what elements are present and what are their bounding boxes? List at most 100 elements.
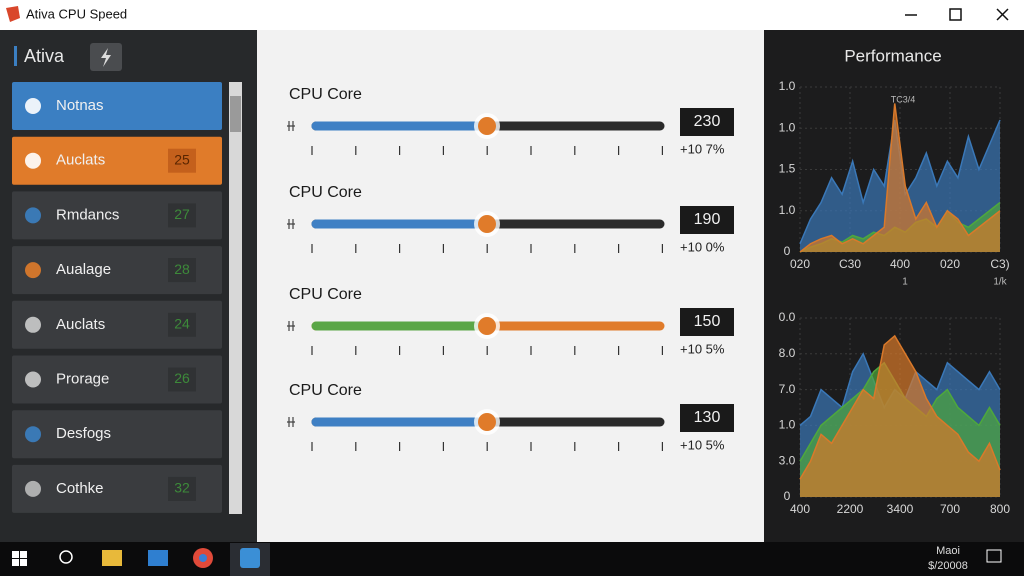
y-axis-label: 1.5 (779, 162, 796, 176)
menu-badge (168, 258, 196, 283)
menu-label: Rmdancs (56, 206, 119, 223)
area (800, 103, 1000, 252)
menu-item[interactable] (12, 82, 222, 130)
menu-badge (168, 148, 196, 173)
value-text: 130 (694, 409, 721, 426)
menu-label: Aualage (56, 261, 111, 278)
area-line (799, 334, 1001, 480)
chart-annotation: TC3/4 (891, 94, 916, 104)
delta-text: +10 7% (680, 141, 725, 156)
y-axis-label: 0 (784, 489, 791, 503)
x-axis-label: 2200 (837, 502, 864, 516)
x-axis-label: 020 (790, 257, 810, 271)
scrollbar[interactable] (229, 82, 242, 514)
control-label: CPU Core (289, 184, 362, 201)
title-bar (0, 0, 1024, 30)
control-icon (287, 321, 295, 331)
slider-thumb[interactable] (478, 215, 496, 233)
menu-badge (168, 367, 196, 392)
bolt-icon (101, 48, 111, 67)
delta-text: +10 5% (680, 341, 725, 356)
value-text: 190 (694, 211, 721, 228)
y-axis-label: 1.0 (779, 79, 796, 93)
performance-title: Performance (844, 46, 941, 65)
menu-icon (25, 316, 41, 333)
x-axis-sublabel: 1/k (993, 277, 1007, 288)
menu-badge-text: 26 (174, 370, 190, 386)
x-axis-label: 800 (990, 502, 1010, 516)
control-icon (287, 417, 295, 427)
slider-thumb[interactable] (478, 117, 496, 135)
menu-label: Desfogs (56, 425, 111, 442)
search-button[interactable] (59, 550, 73, 564)
menu-icon (25, 207, 41, 224)
control-icon (287, 219, 295, 229)
slider-thumb[interactable] (478, 317, 496, 335)
y-axis-label: 8.0 (779, 346, 796, 360)
sidebar-title: Ativa (24, 46, 65, 66)
close-button[interactable] (996, 8, 1009, 21)
menu-badge (168, 312, 196, 337)
x-axis-label: C3) (990, 257, 1009, 271)
app-taskbar-icon (240, 548, 260, 568)
y-axis-label: 3.0 (779, 453, 796, 467)
x-axis-label: 700 (940, 502, 960, 516)
x-axis-label: 020 (940, 257, 960, 271)
control-label: CPU Core (289, 86, 362, 103)
menu-item[interactable] (12, 410, 222, 459)
value-box (680, 206, 734, 234)
menu-icon (25, 426, 41, 443)
taskbar (0, 542, 1024, 576)
menu-badge-text: 32 (174, 480, 190, 496)
control-label: CPU Core (289, 382, 362, 399)
menu-label: Prorage (56, 370, 109, 387)
notifications[interactable] (986, 549, 1002, 563)
area (800, 335, 1000, 497)
tray-time: Maoi (936, 545, 960, 557)
delta-text: +10 0% (680, 239, 725, 254)
menu-badge-text: 24 (174, 316, 190, 332)
x-axis-label: C30 (839, 257, 861, 271)
start-button[interactable] (12, 551, 19, 558)
y-axis-label: 0.0 (779, 310, 796, 324)
sidebar-accent (14, 46, 17, 66)
slider-thumb[interactable] (478, 413, 496, 431)
menu-badge-text: 27 (174, 206, 190, 222)
control-icon (287, 121, 295, 131)
value-text: 150 (694, 313, 721, 330)
menu-badge (168, 203, 196, 228)
start-button[interactable] (20, 551, 27, 558)
scroll-thumb[interactable] (230, 96, 241, 132)
window-title: Ativa CPU Speed (26, 6, 127, 21)
y-axis-label: 1.0 (779, 203, 796, 217)
x-axis-sublabel: 1 (902, 277, 908, 288)
menu-label: Notnas (56, 97, 104, 114)
menu-icon (25, 480, 41, 497)
maximize-button[interactable] (949, 8, 962, 21)
value-box (680, 404, 734, 432)
delta-text: +10 5% (680, 437, 725, 452)
menu-icon (25, 262, 41, 279)
store-icon[interactable] (148, 550, 168, 566)
menu-badge (168, 476, 196, 501)
menu-badge-text: 25 (174, 151, 190, 167)
start-button[interactable] (20, 559, 27, 566)
value-box (680, 308, 734, 336)
y-axis-label: 1.0 (779, 120, 796, 134)
start-button[interactable] (12, 559, 19, 566)
menu-icon (25, 371, 41, 388)
menu-icon (25, 98, 41, 114)
tray-date: $/20008 (928, 560, 968, 572)
y-axis-label: 0 (784, 244, 791, 258)
menu-badge-text: 28 (174, 261, 190, 277)
value-text: 230 (694, 113, 721, 130)
explorer-icon[interactable] (102, 550, 122, 566)
browser-icon-center (199, 554, 207, 562)
y-axis-label: 7.0 (779, 382, 796, 396)
control-label: CPU Core (289, 286, 362, 303)
menu-icon (25, 152, 41, 169)
menu-label: Cothke (56, 480, 104, 497)
menu-label: Auclats (56, 152, 105, 169)
